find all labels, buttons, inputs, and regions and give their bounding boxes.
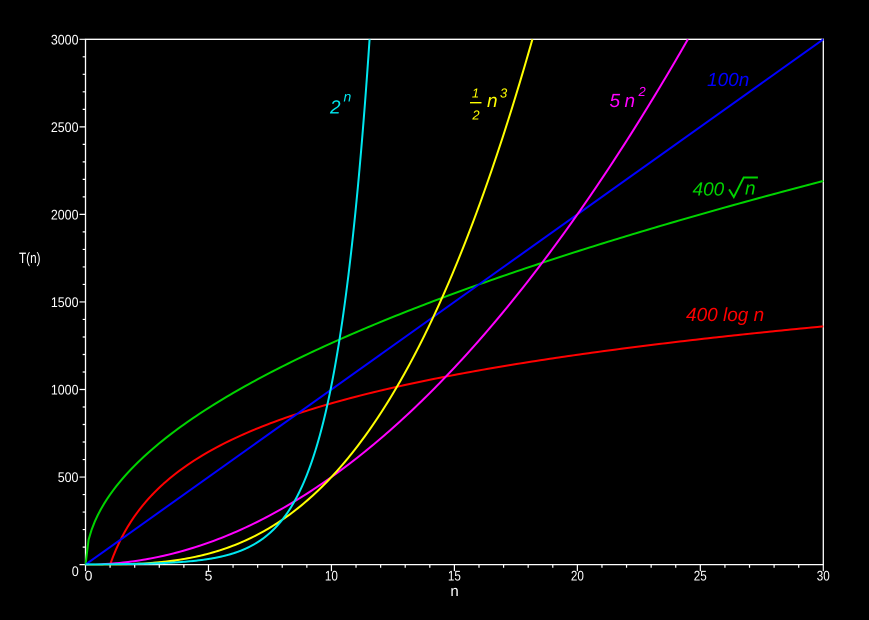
svg-text:n: n: [487, 91, 498, 112]
svg-text:2: 2: [638, 84, 647, 99]
svg-text:2: 2: [471, 108, 480, 123]
svg-text:0: 0: [85, 568, 93, 584]
svg-text:n: n: [450, 583, 458, 600]
svg-text:n: n: [745, 179, 756, 200]
svg-text:3: 3: [500, 86, 508, 101]
svg-text:3000: 3000: [51, 31, 79, 47]
svg-text:10: 10: [325, 568, 338, 584]
svg-text:n: n: [344, 88, 352, 104]
svg-text:100n: 100n: [707, 70, 749, 91]
svg-text:T(n): T(n): [19, 250, 41, 267]
svg-text:1000: 1000: [51, 382, 79, 398]
svg-text:1: 1: [472, 86, 479, 101]
svg-text:0: 0: [72, 563, 79, 579]
svg-text:5: 5: [205, 568, 213, 584]
svg-text:15: 15: [448, 568, 461, 584]
svg-text:2500: 2500: [51, 119, 79, 135]
svg-text:400: 400: [693, 180, 725, 201]
svg-text:500: 500: [58, 469, 79, 485]
svg-text:2000: 2000: [51, 207, 79, 223]
svg-text:30: 30: [817, 568, 830, 584]
svg-text:25: 25: [694, 568, 707, 584]
svg-text:1500: 1500: [51, 294, 79, 310]
svg-text:2: 2: [329, 98, 341, 119]
svg-text:5: 5: [610, 91, 621, 112]
svg-text:20: 20: [571, 568, 584, 584]
svg-text:n: n: [625, 91, 636, 112]
svg-text:400 log n: 400 log n: [686, 305, 764, 326]
